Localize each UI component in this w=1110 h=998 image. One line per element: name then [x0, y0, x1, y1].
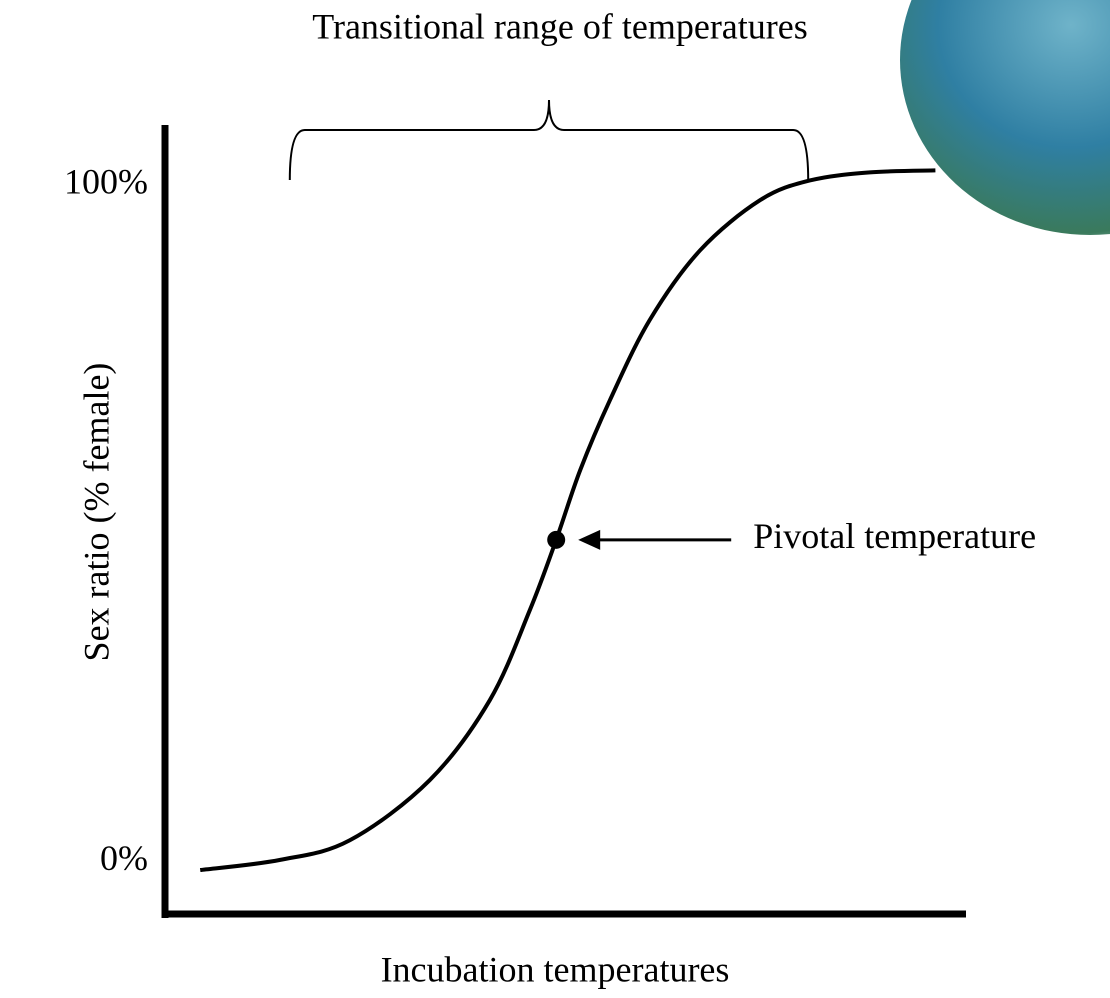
y-tick-label: 0% [100, 838, 148, 878]
curve [199, 168, 936, 873]
pivot-point [547, 530, 566, 549]
chart-title: Transitional range of temperatures [312, 6, 808, 46]
x-axis-label: Incubation temperatures [381, 949, 730, 989]
y-tick-label: 100% [64, 161, 148, 201]
annotation: Pivotal temperature [753, 516, 1036, 556]
range-bracket [288, 99, 810, 181]
decorative-photo [900, 0, 1110, 235]
arrow-head [578, 529, 601, 550]
y-axis-label: Sex ratio (% female) [76, 363, 116, 662]
